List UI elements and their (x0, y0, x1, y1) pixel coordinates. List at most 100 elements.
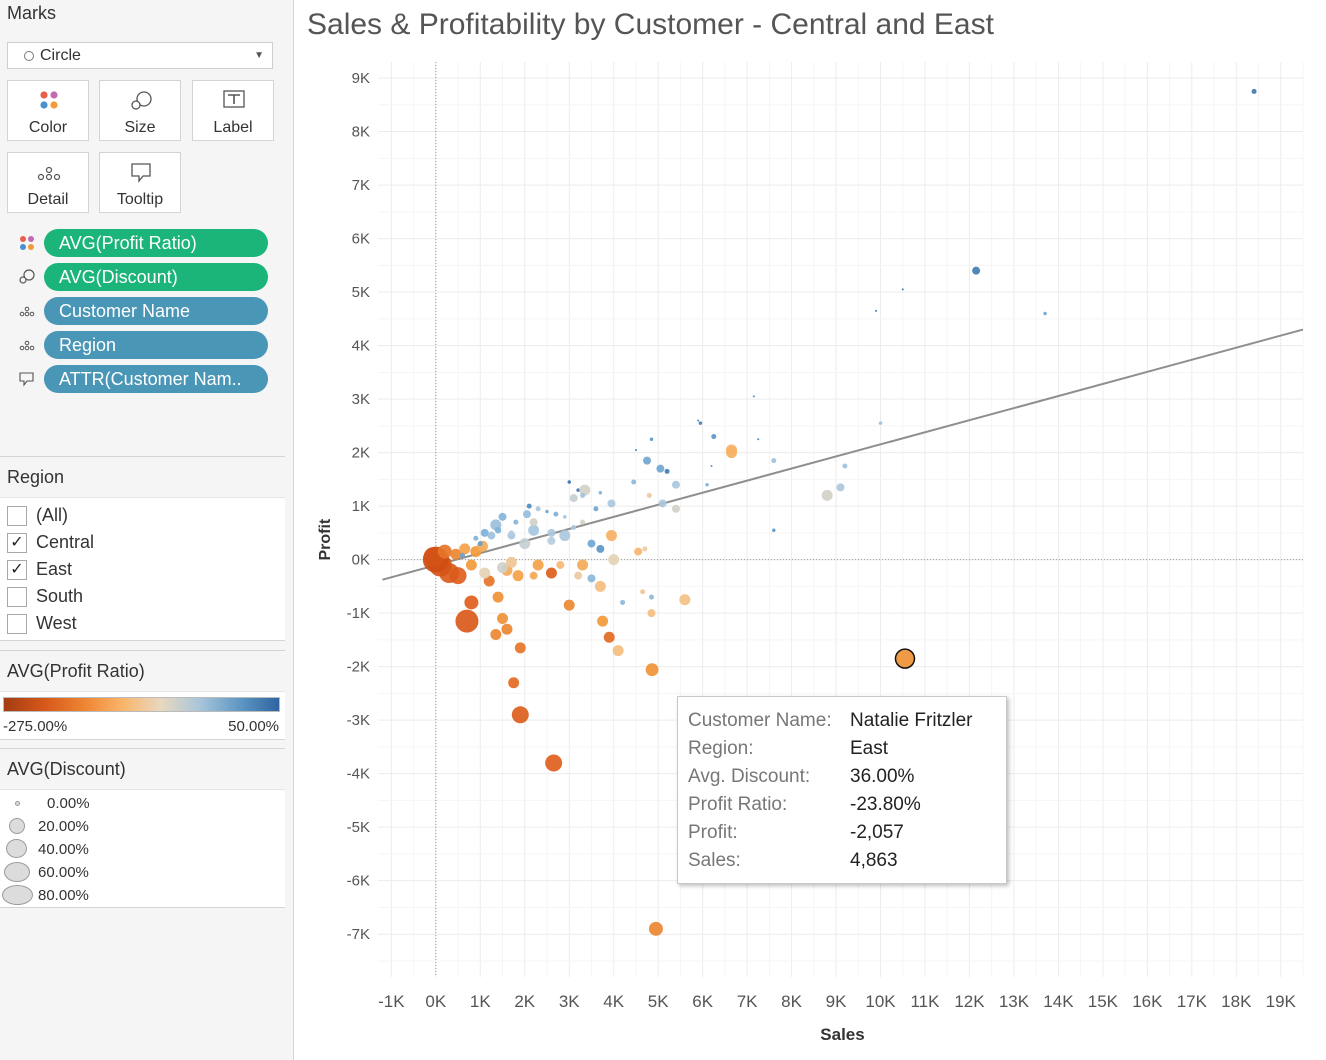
data-point[interactable] (553, 511, 559, 517)
data-point[interactable] (508, 677, 520, 689)
data-point[interactable] (821, 489, 833, 501)
data-point[interactable] (494, 526, 502, 534)
data-point[interactable] (545, 567, 557, 579)
data-point[interactable] (605, 530, 617, 542)
data-point-highlighted[interactable] (894, 648, 916, 669)
data-point[interactable] (574, 571, 583, 580)
data-point[interactable] (563, 599, 575, 611)
pill-region[interactable]: Region (44, 331, 268, 359)
data-point[interactable] (512, 570, 524, 582)
data-point[interactable] (656, 464, 665, 473)
data-point[interactable] (710, 464, 713, 467)
data-point[interactable] (842, 463, 848, 469)
data-point[interactable] (455, 609, 479, 633)
data-point[interactable] (569, 494, 578, 503)
data-point[interactable] (664, 468, 670, 474)
data-point[interactable] (483, 575, 495, 587)
data-point[interactable] (580, 492, 586, 498)
data-point[interactable] (477, 541, 483, 547)
data-point[interactable] (547, 536, 556, 545)
data-point[interactable] (697, 419, 700, 422)
data-point[interactable] (836, 483, 845, 492)
chevron-down-icon[interactable]: ▼ (254, 50, 264, 61)
data-point[interactable] (593, 506, 599, 512)
data-point[interactable] (508, 530, 514, 536)
data-point[interactable] (479, 567, 491, 579)
data-point[interactable] (545, 754, 563, 772)
data-point[interactable] (587, 539, 596, 548)
data-point[interactable] (607, 499, 616, 508)
data-point[interactable] (576, 488, 580, 492)
data-point[interactable] (513, 519, 519, 525)
data-point[interactable] (646, 492, 652, 498)
pill-attr-customer[interactable]: ATTR(Customer Nam.. (44, 365, 268, 393)
data-point[interactable] (705, 482, 709, 487)
data-point[interactable] (679, 594, 691, 606)
data-point[interactable] (711, 434, 717, 440)
data-point[interactable] (480, 528, 489, 537)
data-point[interactable] (608, 554, 620, 566)
data-point[interactable] (519, 538, 531, 550)
data-point[interactable] (567, 480, 571, 484)
data-point[interactable] (437, 544, 452, 559)
data-point[interactable] (875, 309, 878, 312)
data-point[interactable] (487, 531, 496, 540)
data-point[interactable] (492, 591, 504, 603)
data-point[interactable] (726, 447, 738, 459)
size-button[interactable]: Size (99, 80, 181, 141)
data-point[interactable] (648, 921, 663, 936)
checkbox-west[interactable] (7, 614, 27, 634)
checkbox-east[interactable]: ✓ (7, 560, 27, 580)
data-point[interactable] (642, 546, 648, 552)
data-point[interactable] (671, 504, 680, 513)
mark-type-dropdown[interactable]: Circle ▼ (7, 42, 273, 69)
data-point[interactable] (752, 395, 755, 398)
data-point[interactable] (535, 506, 541, 512)
data-point[interactable] (594, 580, 606, 592)
data-point[interactable] (649, 437, 654, 441)
data-point[interactable] (450, 548, 462, 560)
color-button[interactable]: Color (7, 80, 89, 141)
data-point[interactable] (620, 599, 626, 605)
data-point[interactable] (972, 266, 981, 275)
data-point[interactable] (528, 524, 540, 536)
data-point[interactable] (901, 288, 904, 291)
data-point[interactable] (571, 525, 577, 531)
data-point[interactable] (771, 458, 777, 464)
data-point[interactable] (529, 518, 538, 527)
data-point[interactable] (1043, 311, 1047, 316)
data-point[interactable] (563, 515, 567, 519)
data-point[interactable] (490, 629, 502, 641)
data-point[interactable] (631, 479, 637, 485)
data-point[interactable] (505, 556, 517, 568)
data-point[interactable] (529, 571, 538, 580)
data-point[interactable] (1251, 88, 1257, 94)
data-point[interactable] (612, 645, 624, 657)
data-point[interactable] (522, 510, 531, 519)
data-point[interactable] (596, 544, 605, 553)
data-point[interactable] (526, 503, 532, 509)
data-point[interactable] (580, 519, 586, 525)
data-point[interactable] (757, 438, 760, 441)
data-point[interactable] (577, 559, 589, 571)
checkbox-central[interactable]: ✓ (7, 533, 27, 553)
data-point[interactable] (547, 528, 556, 537)
data-point[interactable] (587, 574, 596, 583)
checkbox-south[interactable] (7, 587, 27, 607)
data-point[interactable] (598, 490, 603, 495)
data-point[interactable] (459, 543, 471, 555)
data-point[interactable] (514, 642, 526, 654)
data-point[interactable] (640, 589, 646, 595)
data-point[interactable] (772, 528, 776, 532)
pill-discount[interactable]: AVG(Discount) (44, 263, 268, 291)
data-point[interactable] (658, 499, 667, 508)
data-point[interactable] (634, 448, 637, 451)
data-point[interactable] (603, 631, 615, 643)
data-point[interactable] (532, 559, 544, 571)
data-point[interactable] (556, 560, 565, 569)
data-point[interactable] (473, 535, 479, 541)
data-point[interactable] (645, 663, 659, 677)
data-point[interactable] (465, 559, 477, 571)
data-point[interactable] (597, 615, 609, 627)
data-point[interactable] (579, 484, 591, 496)
